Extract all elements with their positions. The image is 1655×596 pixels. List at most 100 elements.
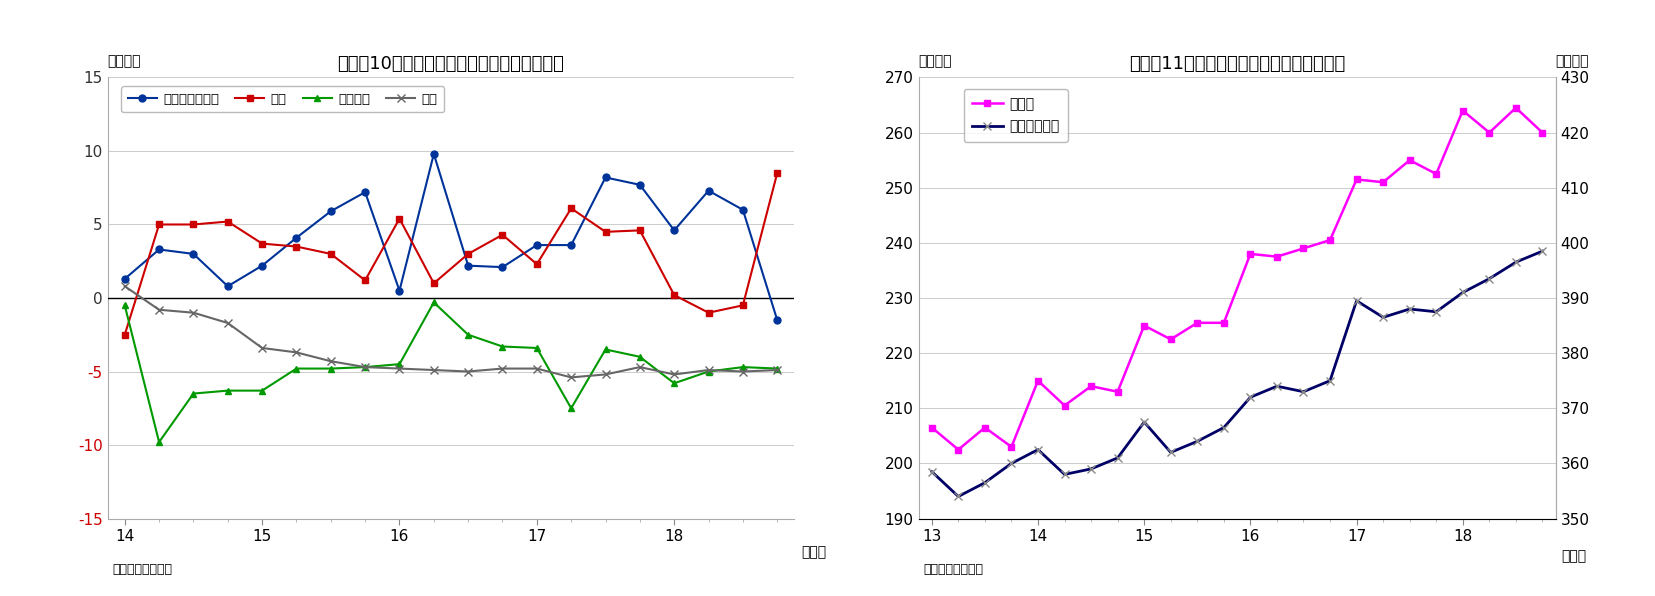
民間非金融法人 [218,283,238,290]
民間非金融法人 [698,187,718,194]
借入（右軸） [1347,297,1367,305]
現預金 [1294,245,1314,252]
現預金 [1081,383,1101,390]
Title: （図表11）民間非金融法人の現預金・借入: （図表11）民間非金融法人の現預金・借入 [1129,55,1346,73]
一般政府 [733,364,753,371]
海外 [286,349,306,356]
海外 [321,358,341,365]
現預金 [1400,157,1420,164]
一般政府 [321,365,341,372]
現預金 [1187,319,1206,327]
民間非金融法人 [424,150,444,157]
家計 [664,291,684,299]
海外 [561,374,581,381]
海外 [733,368,753,375]
海外 [698,367,718,374]
Line: 一般政府: 一般政府 [121,299,781,446]
家計 [252,240,271,247]
家計 [286,243,306,250]
民間非金融法人 [561,241,581,249]
現預金 [948,446,968,453]
借入（右軸） [1081,465,1101,473]
借入（右軸） [1268,383,1288,390]
一般政府 [252,387,271,394]
Legend: 民間非金融法人, 家計, 一般政府, 海外: 民間非金融法人, 家計, 一般政府, 海外 [121,86,444,113]
現預金 [1107,388,1127,395]
借入（右軸） [1187,437,1206,445]
一般政府 [631,353,650,361]
海外 [458,368,478,375]
Text: （兆円）: （兆円） [1556,55,1589,69]
現預金 [1134,322,1154,329]
借入（右軸） [1400,305,1420,312]
借入（右軸） [1001,460,1021,467]
一般政府 [389,361,409,368]
借入（右軸） [948,493,968,500]
Text: （兆円）: （兆円） [108,55,141,69]
借入（右軸） [1241,393,1261,401]
現預金 [1427,170,1446,178]
家計 [768,169,788,176]
Line: 現預金: 現預金 [928,104,1546,453]
借入（右軸） [1453,289,1473,296]
海外 [114,283,134,290]
現預金 [1213,319,1233,327]
現預金 [922,424,942,431]
借入（右軸） [975,479,995,486]
家計 [218,218,238,225]
現預金 [1374,179,1394,186]
借入（右軸） [1054,471,1074,478]
海外 [184,309,204,316]
家計 [389,215,409,222]
現預金 [1028,377,1048,384]
現預金 [1453,107,1473,114]
一般政府 [184,390,204,397]
家計 [321,250,341,257]
海外 [218,319,238,327]
民間非金融法人 [458,262,478,269]
海外 [389,365,409,372]
民間非金融法人 [252,262,271,269]
民間非金融法人 [493,263,513,271]
民間非金融法人 [596,174,616,181]
家計 [149,221,169,228]
一般政府 [664,380,684,387]
借入（右軸） [1374,313,1394,321]
現預金 [1480,129,1499,136]
民間非金融法人 [768,316,788,324]
借入（右軸） [1028,446,1048,453]
一般政府 [526,344,546,352]
現預金 [1347,176,1367,183]
借入（右軸） [1160,449,1180,456]
民間非金融法人 [356,188,376,195]
借入（右軸） [1213,424,1233,431]
現預金 [1054,402,1074,409]
現預金 [1533,129,1552,136]
家計 [356,277,376,284]
家計 [424,280,444,287]
家計 [698,309,718,316]
民間非金融法人 [733,206,753,213]
借入（右軸） [922,468,942,475]
Line: 民間非金融法人: 民間非金融法人 [121,150,781,324]
民間非金融法人 [526,241,546,249]
家計 [184,221,204,228]
Title: （図表10）部門別資金過不足（季節調整値）: （図表10）部門別資金過不足（季節調整値） [338,55,564,73]
一般政府 [149,439,169,446]
民間非金融法人 [149,246,169,253]
一般政府 [114,302,134,309]
Text: （兆円）: （兆円） [919,55,952,69]
借入（右軸） [1294,388,1314,395]
海外 [631,364,650,371]
一般政府 [493,343,513,350]
一般政府 [698,368,718,375]
借入（右軸） [1480,275,1499,283]
海外 [149,306,169,313]
借入（右軸） [1427,308,1446,315]
一般政府 [286,365,306,372]
家計 [493,231,513,238]
海外 [356,364,376,371]
一般政府 [458,331,478,339]
現預金 [975,424,995,431]
海外 [526,365,546,372]
